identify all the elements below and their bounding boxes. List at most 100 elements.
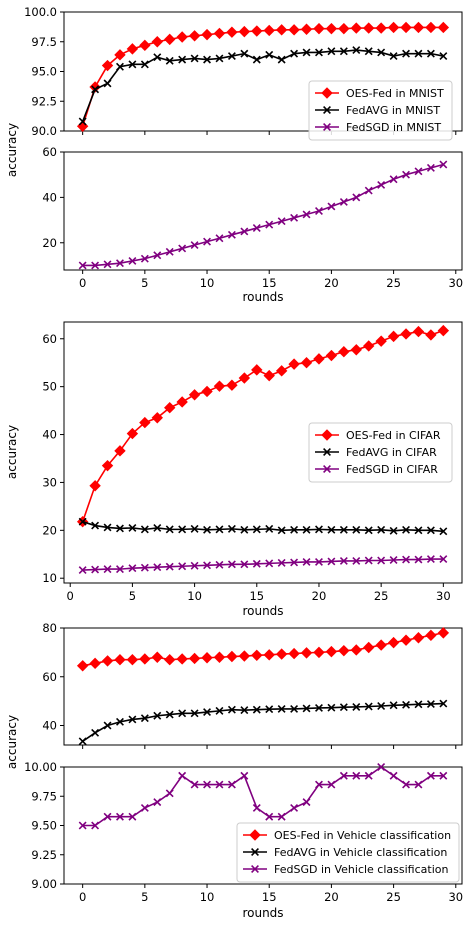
data-point bbox=[363, 340, 375, 352]
data-point bbox=[153, 53, 162, 62]
y-tick-label: 20 bbox=[42, 236, 57, 250]
data-point bbox=[140, 254, 149, 263]
data-point bbox=[439, 555, 448, 564]
y-tick-label: 10.00 bbox=[24, 760, 57, 774]
data-point bbox=[387, 330, 400, 343]
data-point bbox=[240, 706, 249, 715]
data-point bbox=[251, 364, 263, 376]
data-point bbox=[252, 559, 261, 568]
data-point bbox=[103, 565, 112, 574]
y-tick-label: 60 bbox=[42, 670, 57, 684]
data-point bbox=[389, 175, 398, 184]
data-point bbox=[412, 325, 425, 338]
legend-marker bbox=[323, 106, 331, 114]
data-point bbox=[389, 701, 398, 710]
data-point bbox=[437, 627, 450, 639]
y-tick-label: 9.50 bbox=[31, 819, 57, 833]
series-1 bbox=[76, 627, 450, 672]
data-point bbox=[213, 380, 226, 392]
x-tick-label: 0 bbox=[79, 276, 86, 290]
data-point bbox=[240, 525, 249, 534]
data-point bbox=[315, 48, 323, 57]
data-point bbox=[352, 525, 361, 534]
data-point bbox=[139, 39, 151, 52]
data-point bbox=[78, 821, 87, 830]
data-point bbox=[400, 634, 412, 646]
data-point bbox=[128, 523, 137, 532]
data-point bbox=[165, 525, 174, 534]
data-point bbox=[425, 21, 437, 34]
data-point bbox=[402, 49, 410, 58]
data-point bbox=[164, 653, 176, 666]
data-point bbox=[338, 644, 350, 657]
x-tick-label: 25 bbox=[386, 276, 401, 290]
x-tick-label: 30 bbox=[448, 276, 463, 290]
data-point bbox=[91, 565, 100, 574]
data-point bbox=[178, 525, 187, 534]
data-point bbox=[302, 557, 311, 566]
data-point bbox=[439, 527, 448, 536]
data-point bbox=[153, 523, 162, 532]
y-tick-label: 30 bbox=[42, 475, 57, 489]
data-point bbox=[364, 526, 373, 535]
data-point bbox=[339, 197, 348, 206]
data-point bbox=[414, 167, 423, 176]
data-point bbox=[377, 525, 386, 534]
data-point bbox=[227, 560, 236, 569]
data-point bbox=[213, 27, 226, 40]
data-point bbox=[153, 251, 162, 260]
data-point bbox=[389, 556, 398, 564]
data-point bbox=[178, 244, 187, 253]
data-point bbox=[240, 49, 249, 58]
x-tick-label: 15 bbox=[249, 589, 264, 603]
data-point bbox=[426, 526, 435, 535]
x-tick-label: 25 bbox=[374, 589, 389, 603]
legend-label: FedSGD in Vehicle classification bbox=[274, 863, 448, 876]
data-point bbox=[315, 207, 323, 215]
data-point bbox=[238, 25, 251, 38]
y-tick-label: 20 bbox=[42, 523, 57, 537]
legend-label: FedSGD in MNIST bbox=[346, 121, 441, 134]
data-point bbox=[116, 62, 124, 71]
data-point bbox=[103, 523, 112, 532]
data-point bbox=[350, 644, 362, 656]
data-point bbox=[325, 349, 338, 362]
data-point bbox=[377, 48, 386, 57]
data-point bbox=[78, 517, 87, 526]
data-point bbox=[188, 389, 201, 401]
data-point bbox=[89, 480, 101, 492]
y-tick-label: 95.0 bbox=[31, 65, 57, 79]
x-axis-label: rounds bbox=[242, 290, 283, 304]
data-point bbox=[313, 22, 325, 35]
y-tick-label: 9.25 bbox=[31, 848, 57, 862]
data-point bbox=[128, 715, 137, 724]
legend-box bbox=[308, 422, 453, 483]
data-point bbox=[414, 700, 423, 709]
data-point bbox=[263, 24, 275, 37]
data-point bbox=[290, 704, 299, 713]
data-point bbox=[153, 798, 162, 807]
data-point bbox=[402, 780, 410, 789]
data-point bbox=[140, 525, 149, 534]
data-point bbox=[76, 120, 89, 132]
data-point bbox=[188, 652, 201, 665]
data-point bbox=[327, 202, 336, 211]
data-point bbox=[302, 210, 311, 219]
x-tick-label: 0 bbox=[79, 890, 86, 904]
data-point bbox=[263, 369, 275, 382]
data-point bbox=[226, 26, 238, 38]
data-point bbox=[128, 256, 137, 265]
data-point bbox=[101, 655, 114, 667]
data-point bbox=[302, 525, 311, 534]
x-tick-label: 5 bbox=[129, 589, 136, 603]
data-point bbox=[203, 708, 211, 717]
series-3 bbox=[78, 160, 448, 270]
data-point bbox=[377, 180, 386, 189]
legend-label: FedAVG in CIFAR bbox=[346, 446, 437, 459]
data-point bbox=[165, 710, 174, 719]
data-point bbox=[277, 704, 286, 713]
data-point bbox=[426, 700, 435, 709]
data-point bbox=[363, 22, 375, 34]
x-axis-label: rounds bbox=[242, 906, 283, 920]
